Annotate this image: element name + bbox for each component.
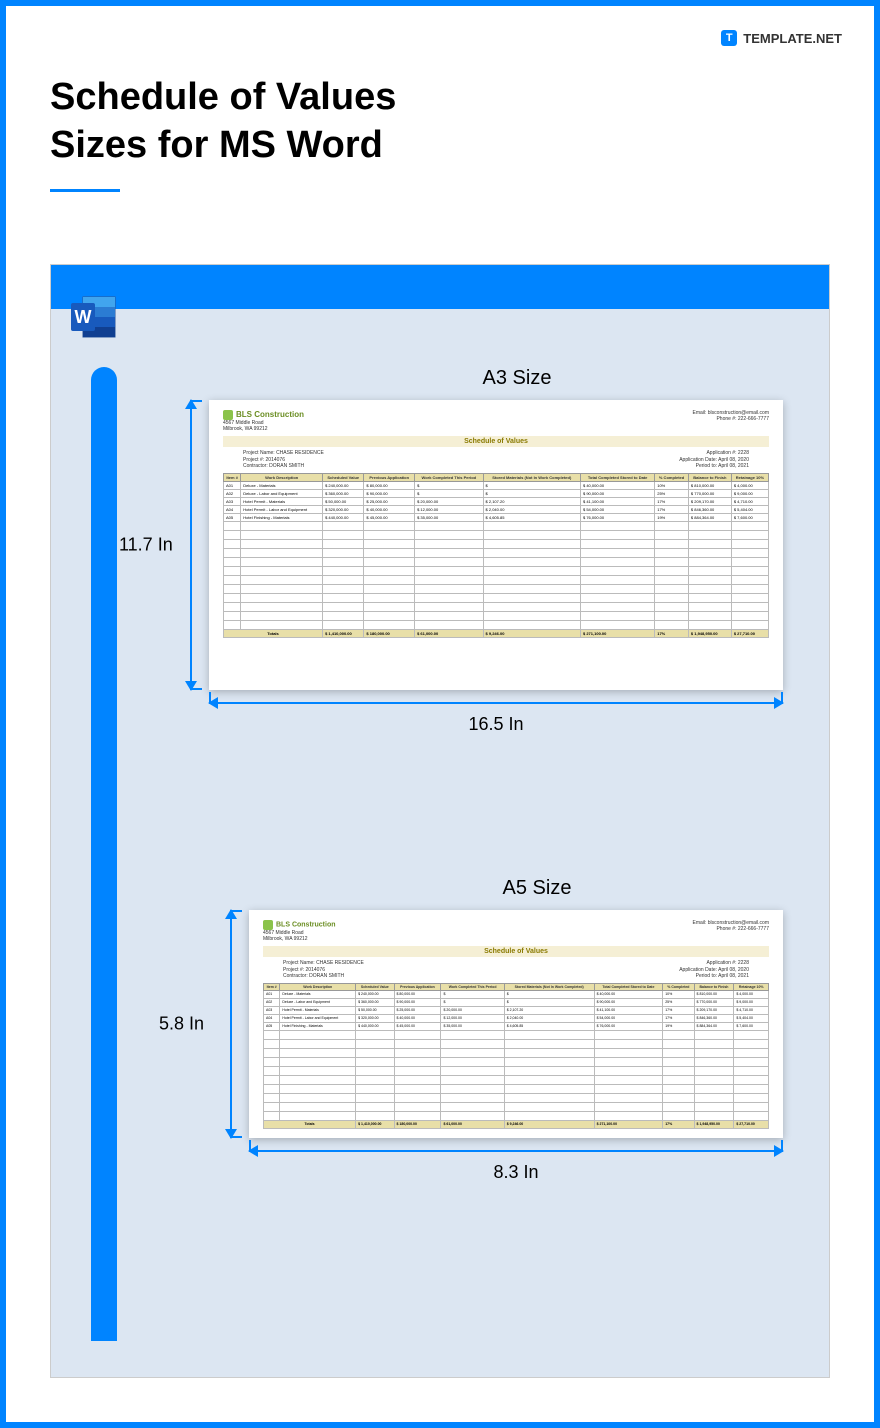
width-dimension-a3: 16.5 In xyxy=(209,714,783,735)
height-dimension-a3: 11.7 In xyxy=(119,535,173,556)
svg-text:W: W xyxy=(75,307,92,327)
main-panel: W A3 Size 11.7 In BLS Construction xyxy=(50,264,830,1378)
doc-company: BLS Construction xyxy=(236,410,304,419)
meta-left-0-a5: Project Name: CHASE RESIDENCE xyxy=(283,960,364,967)
size-label-a3: A3 Size xyxy=(251,367,783,390)
doc-addr2: Milbrook, WA 99212 xyxy=(223,426,304,432)
ms-word-icon: W xyxy=(69,295,117,339)
title-line-2: Sizes for MS Word xyxy=(50,122,396,170)
size-label-a5: A5 Size xyxy=(291,877,783,900)
meta-right-2: Period to: April 08, 2021 xyxy=(679,463,749,470)
meta-left-2: Contractor: DORAN SMITH xyxy=(243,463,324,470)
panel-topbar xyxy=(51,265,829,309)
schedule-table-a3: Item #Work DescriptionScheduled ValuePre… xyxy=(223,473,769,638)
title-underline xyxy=(50,189,120,192)
meta-right-2-a5: Period to: April 08, 2021 xyxy=(679,973,749,980)
title-line-1: Schedule of Values xyxy=(50,74,396,122)
doc-title: Schedule of Values xyxy=(223,436,769,447)
page-title: Schedule of Values Sizes for MS Word xyxy=(50,74,396,192)
doc-phone-a5: Phone #: 222-666-7777 xyxy=(693,926,770,932)
meta-left-2-a5: Contractor: DORAN SMITH xyxy=(283,973,364,980)
watermark-text: TEMPLATE.NET xyxy=(743,31,842,46)
meta-left-0: Project Name: CHASE RESIDENCE xyxy=(243,450,324,457)
doc-phone: Phone #: 222-666-7777 xyxy=(693,416,770,422)
height-dimension-a5: 5.8 In xyxy=(159,1014,204,1035)
schedule-table-a5: Item #Work DescriptionScheduled ValuePre… xyxy=(263,983,769,1129)
width-dimension-a5: 8.3 In xyxy=(249,1162,783,1183)
doc-title-a5: Schedule of Values xyxy=(263,946,769,957)
doc-addr2-a5: Milbrook, WA 99212 xyxy=(263,936,336,942)
watermark: T TEMPLATE.NET xyxy=(721,30,842,46)
vertical-accent-bar xyxy=(91,367,117,1341)
size-block-a5: A5 Size 5.8 In BLS Construction 4567 Mid… xyxy=(221,877,783,1200)
watermark-icon: T xyxy=(721,30,737,46)
doc-company-a5: BLS Construction xyxy=(276,921,336,928)
size-block-a3: A3 Size 11.7 In BLS Construction 4567 Mi… xyxy=(181,367,783,752)
document-preview-a3: BLS Construction 4567 Middle Road Milbro… xyxy=(209,400,783,690)
document-preview-a5: BLS Construction 4567 Middle Road Milbro… xyxy=(249,910,783,1138)
